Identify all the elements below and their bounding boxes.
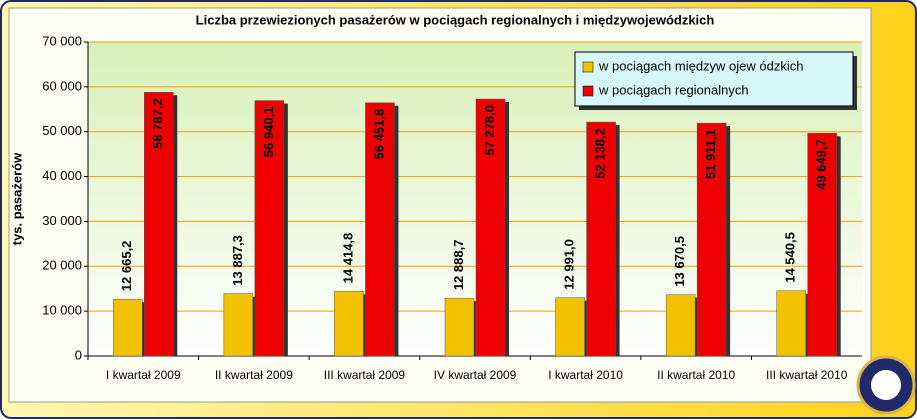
- value-label: 13 887,3: [230, 235, 245, 286]
- emblem-center: [871, 370, 901, 400]
- value-label: 56 451,8: [371, 109, 386, 160]
- legend-swatch: [582, 61, 594, 73]
- legend-label: w pociągach międzyw ojew ódzkich: [598, 58, 803, 73]
- x-tick-label: I kwartał 2009: [106, 368, 181, 382]
- y-tick-label: 30 000: [42, 213, 82, 228]
- value-label: 13 670,5: [672, 236, 687, 287]
- y-tick-label: 20 000: [42, 258, 82, 273]
- value-label: 14 540,5: [783, 232, 798, 283]
- legend: [574, 51, 854, 107]
- value-label: 49 649,7: [814, 139, 829, 190]
- bar: [776, 290, 806, 357]
- y-tick-label: 60 000: [42, 78, 82, 93]
- legend-label: w pociągach regionalnych: [598, 82, 749, 97]
- bar: [144, 92, 174, 357]
- bar: [444, 297, 475, 357]
- bar: [113, 298, 143, 357]
- value-label: 52 138,2: [593, 128, 608, 179]
- x-tick-label: III kwartał 2010: [766, 368, 848, 382]
- legend-swatch: [582, 85, 594, 97]
- y-tick-label: 0: [75, 347, 82, 362]
- bar: [475, 98, 506, 357]
- bar: [555, 297, 585, 357]
- y-tick-label: 40 000: [42, 168, 82, 183]
- value-label: 51 911,1: [703, 129, 718, 179]
- bar: [665, 294, 696, 357]
- chart-title: Liczba przewiezionych pasażerów w pociąg…: [196, 12, 715, 27]
- y-tick-label: 70 000: [42, 33, 82, 48]
- value-label: 12 888,7: [451, 240, 466, 291]
- y-tick-label: 50 000: [42, 123, 82, 138]
- bar: [586, 121, 616, 357]
- bar: [807, 133, 837, 357]
- x-tick-label: III kwartał 2009: [324, 368, 406, 382]
- bar: [334, 291, 364, 357]
- value-label: 58 787,2: [150, 98, 165, 149]
- value-label: 12 665,2: [119, 241, 134, 292]
- x-tick-label: II kwartał 2009: [215, 368, 293, 382]
- value-label: 56 940,1: [261, 107, 276, 158]
- x-tick-label: I kwartał 2010: [548, 368, 623, 382]
- x-tick-label: IV kwartał 2009: [434, 368, 517, 382]
- y-tick-label: 10 000: [42, 303, 82, 318]
- bar: [223, 293, 254, 357]
- value-label: 57 278,0: [482, 105, 497, 156]
- x-tick-label: II kwartał 2010: [657, 368, 735, 382]
- value-label: 12 991,0: [562, 239, 577, 290]
- y-axis-label: tys. pasażerów: [9, 152, 24, 245]
- bar: [696, 122, 727, 357]
- bar: [365, 102, 395, 357]
- bar: [254, 100, 285, 357]
- value-label: 14 414,8: [340, 233, 355, 284]
